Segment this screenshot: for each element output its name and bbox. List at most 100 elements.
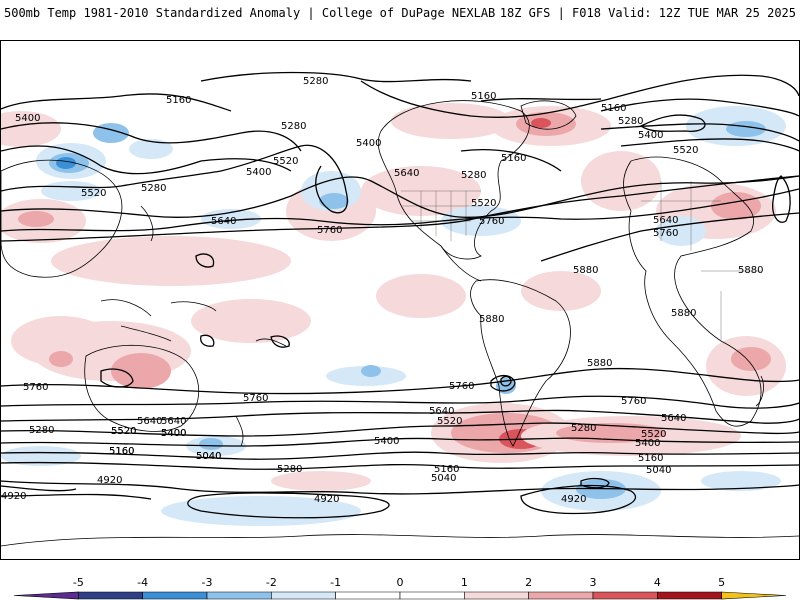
colorbar-tick-label: 0 bbox=[397, 576, 404, 589]
contour-label: 5160 bbox=[471, 91, 496, 102]
contour-labels: 5280 5160 5400 5280 5520 5400 5280 5520 … bbox=[1, 76, 763, 505]
map-canvas[interactable]: 5280 5160 5400 5280 5520 5400 5280 5520 … bbox=[1, 41, 799, 559]
anomaly-patch bbox=[701, 471, 781, 491]
map-title: 500mb Temp 1981-2010 Standardized Anomal… bbox=[4, 6, 496, 20]
contour-line bbox=[540, 212, 799, 262]
anomaly-patch bbox=[711, 192, 761, 220]
contour-label: 5520 bbox=[111, 426, 136, 437]
map-panel[interactable]: 5280 5160 5400 5280 5520 5400 5280 5520 … bbox=[0, 40, 800, 560]
contour-label: 5400 bbox=[161, 428, 186, 439]
contour-label: 5160 bbox=[166, 95, 191, 106]
contour-line bbox=[1, 122, 302, 152]
anomaly-patch bbox=[18, 211, 54, 227]
contour-line bbox=[200, 334, 215, 347]
contour-label: 5400 bbox=[638, 130, 663, 141]
colorbar-tick-label: 1 bbox=[461, 576, 468, 589]
contour-label: 5520 bbox=[471, 198, 496, 209]
contour-label: 5880 bbox=[587, 358, 612, 369]
contour-line bbox=[360, 74, 799, 118]
colorbar: -5 -4 -3 -2 -1 0 1 2 3 4 5 bbox=[0, 568, 800, 600]
anomaly-patch bbox=[581, 151, 661, 211]
anomaly-patch bbox=[391, 103, 511, 139]
colorbar-ticks: -5 -4 -3 -2 -1 0 1 2 3 4 5 bbox=[73, 576, 725, 589]
contour-line bbox=[200, 71, 472, 83]
contour-line bbox=[1, 175, 799, 218]
colorbar-segment bbox=[78, 591, 143, 600]
colorbar-segment bbox=[335, 591, 401, 600]
contour-label: 5640 bbox=[661, 413, 686, 424]
contour-label: 5400 bbox=[246, 167, 271, 178]
colorbar-segment bbox=[271, 591, 336, 600]
contour-label: 5880 bbox=[479, 314, 504, 325]
anomaly-patch bbox=[161, 496, 361, 526]
contour-label: 5520 bbox=[437, 416, 462, 427]
japan-outline bbox=[140, 205, 154, 242]
colorbar-segment bbox=[464, 591, 529, 600]
contour-label: 5640 bbox=[653, 215, 678, 226]
contour-line bbox=[520, 484, 637, 515]
contour-line bbox=[1, 437, 799, 447]
colorbar-tick-label: -5 bbox=[73, 576, 84, 589]
anomaly-patch bbox=[51, 236, 291, 286]
contour-label: 5640 bbox=[211, 216, 236, 227]
colorbar-segment bbox=[721, 591, 787, 600]
contour-line bbox=[1, 367, 799, 395]
contour-label: 5280 bbox=[571, 423, 596, 434]
contour-label: 5280 bbox=[29, 425, 54, 436]
contour-label: 5760 bbox=[449, 381, 474, 392]
pacific-islands-outline bbox=[255, 338, 287, 347]
colorbar-graphic: -5 -4 -3 -2 -1 0 1 2 3 4 5 bbox=[13, 576, 787, 600]
anomaly-patch bbox=[271, 471, 371, 491]
contour-line bbox=[187, 492, 390, 519]
anomaly-patch bbox=[111, 353, 171, 389]
greenland-outline bbox=[520, 100, 577, 130]
header: 500mb Temp 1981-2010 Standardized Anomal… bbox=[0, 0, 800, 40]
asia-outline bbox=[1, 159, 123, 278]
colorbar-segment bbox=[399, 591, 465, 600]
anomaly-patch bbox=[1, 446, 81, 466]
contour-line bbox=[580, 477, 610, 489]
anomaly-patch bbox=[199, 438, 223, 450]
contour-line bbox=[1, 175, 799, 242]
contour-label: 5760 bbox=[23, 382, 48, 393]
anomaly-patch bbox=[1, 111, 61, 147]
contour-label: 5160 bbox=[109, 446, 134, 457]
contour-label: 4920 bbox=[314, 494, 339, 505]
contour-label: 5400 bbox=[356, 138, 381, 149]
south-america-outline bbox=[470, 279, 571, 447]
contour-label: 5040 bbox=[196, 451, 221, 462]
contour-line bbox=[480, 98, 602, 102]
contour-line bbox=[460, 149, 562, 172]
coastlines bbox=[1, 100, 799, 547]
contour-label: 5760 bbox=[243, 393, 268, 404]
contour-label: 5640 bbox=[161, 416, 186, 427]
colorbar-tick-label: -4 bbox=[137, 576, 148, 589]
contour-line bbox=[600, 123, 799, 142]
contour-line bbox=[1, 409, 799, 424]
north-america-outline bbox=[377, 100, 530, 260]
eurasia-africa-lines bbox=[641, 181, 761, 341]
contour-label: 5040 bbox=[646, 465, 671, 476]
antarctica-outline bbox=[1, 534, 799, 547]
colorbar-tick-label: 2 bbox=[525, 576, 532, 589]
model-run-info: 18Z GFS | F018 Valid: 12Z TUE MAR 25 202… bbox=[499, 6, 796, 20]
contour-label: 5160 bbox=[638, 453, 663, 464]
contour-label: 5280 bbox=[303, 76, 328, 87]
contour-label: 5160 bbox=[109, 446, 134, 457]
contour-line bbox=[1, 395, 799, 409]
anomaly-patch bbox=[361, 365, 381, 377]
contour-line bbox=[620, 138, 799, 152]
contour-line bbox=[1, 144, 348, 214]
contour-line bbox=[772, 175, 791, 223]
contour-label: 5520 bbox=[673, 145, 698, 156]
colorbar-segment bbox=[13, 591, 79, 600]
contour-label: 5760 bbox=[621, 396, 646, 407]
colorbar-tick-label: -2 bbox=[266, 576, 277, 589]
contour-label: 5880 bbox=[671, 308, 696, 319]
contour-label: 5760 bbox=[317, 225, 342, 236]
contour-label: 5040 bbox=[431, 473, 456, 484]
contour-label: 5520 bbox=[81, 188, 106, 199]
contour-label: 5640 bbox=[137, 416, 162, 427]
contour-label: 5160 bbox=[434, 464, 459, 475]
contour-label: 5520 bbox=[273, 156, 298, 167]
